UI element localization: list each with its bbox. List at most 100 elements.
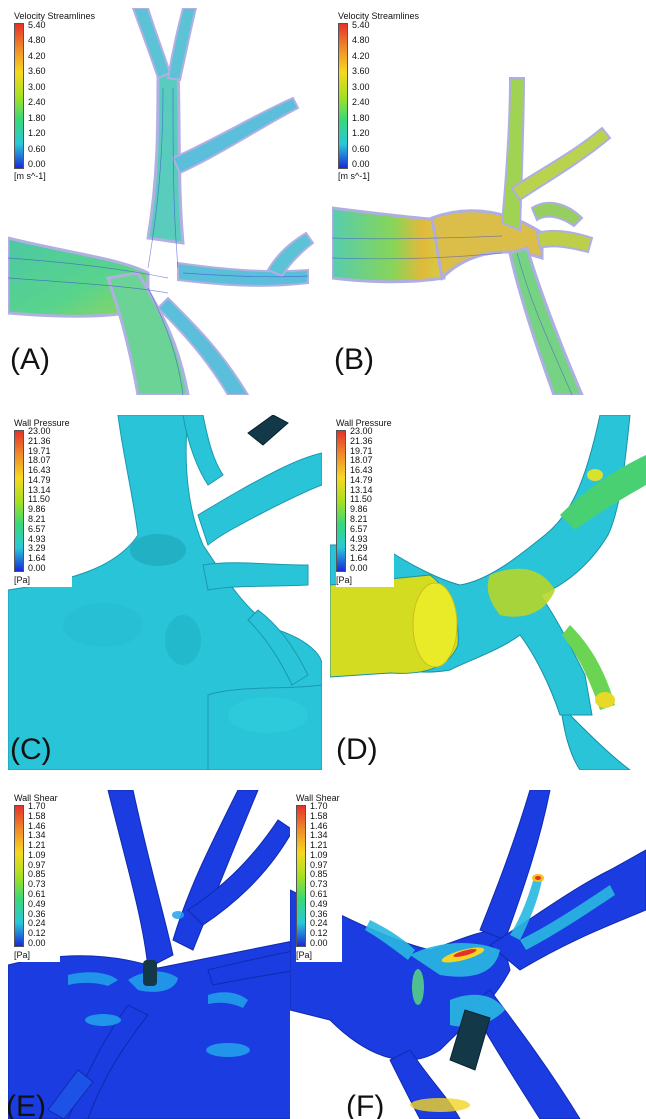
velocity-streamline-render-b [332,77,612,395]
legend-tick: 23.00 [28,426,51,436]
legend-tick: 0.60 [352,143,370,154]
legend-tick: 0.12 [310,928,328,939]
legend-tick: 1.64 [28,553,46,564]
legend-tick: 0.00 [28,158,46,169]
legend-tick: 14.79 [350,474,373,485]
legend-tick: 13.14 [350,484,373,495]
legend-tick: 9.86 [350,504,368,515]
wall-pressure-render-c [8,415,322,770]
legend-tick: 1.09 [28,849,46,860]
legend-tick: 8.21 [28,514,46,525]
colorbar [14,805,24,947]
legend-tick: 4.93 [28,533,46,544]
legend-tick: 9.86 [28,504,46,515]
colorbar [14,430,24,572]
panel-label: (E) [8,1090,46,1119]
vessel-outlet-cap [449,1009,491,1071]
vessel-outlet-cap [143,960,157,986]
legend-tick: 1.20 [352,128,370,139]
legend-tick: 5.40 [352,20,370,30]
panel-label: (C) [10,733,52,766]
legend-tick: 0.00 [310,937,328,948]
legend-tick: 18.07 [28,455,51,466]
velocity-streamline-render-a [8,8,315,395]
legend-title: Velocity Streamlines [338,11,420,21]
legend-tick: 19.71 [350,445,373,456]
color-legend-b: Velocity Streamlines 5.40 4.80 4.20 3.60… [338,12,419,181]
legend-tick: 3.00 [28,81,46,92]
legend-tick: 1.80 [28,112,46,123]
colorbar [14,23,24,169]
legend-ticks: 5.40 4.80 4.20 3.60 3.00 2.40 1.80 1.20 … [352,21,370,169]
legend-tick: 0.12 [28,928,46,939]
legend-title: Wall Shear [296,793,340,803]
legend-tick: 16.43 [350,465,373,476]
legend-unit: [Pa] [14,575,31,585]
legend-tick: 0.61 [28,889,46,900]
legend-title: Wall Pressure [14,418,70,428]
legend-ticks: 5.40 4.80 4.20 3.60 3.00 2.40 1.80 1.20 … [28,21,46,169]
legend-tick: 4.20 [352,50,370,61]
legend-tick: 11.50 [28,494,50,505]
panel-label: (D) [336,733,378,766]
wall-shear-render-f [290,790,646,1119]
legend-tick: 3.60 [28,66,46,77]
legend-tick: 4.80 [28,35,46,46]
legend-tick: 1.64 [350,553,368,564]
legend-tick: 1.21 [28,840,46,851]
legend-tick: 0.00 [352,158,370,169]
color-legend-e: Wall Shear 1.70 1.58 1.46 1.34 1.21 1.09… [14,794,60,962]
legend-tick: 0.49 [310,898,328,909]
legend-tick: 1.20 [28,128,46,139]
legend-title: Wall Pressure [336,418,392,428]
legend-tick: 3.00 [352,81,370,92]
legend-tick: 0.24 [28,918,46,929]
legend-tick: 4.93 [350,533,368,544]
legend-tick: 1.46 [310,820,328,831]
legend-tick: 1.80 [352,112,370,123]
legend-tick: 1.09 [310,849,328,860]
legend-ticks: 23.00 21.36 19.71 18.07 16.43 14.79 13.1… [350,427,373,573]
legend-tick: 0.97 [310,859,328,870]
legend-tick: 0.36 [28,908,46,919]
colorbar [296,805,306,947]
legend-tick: 2.40 [352,97,370,108]
panel-b: Velocity Streamlines 5.40 4.80 4.20 3.60… [332,8,646,395]
panel-e: Wall Shear 1.70 1.58 1.46 1.34 1.21 1.09… [8,790,298,1119]
legend-tick: 1.34 [310,830,328,841]
legend-tick: 0.49 [28,898,46,909]
panel-label: (A) [10,343,50,376]
legend-tick: 0.00 [28,937,46,948]
legend-tick: 21.36 [28,435,51,446]
legend-title: Wall Shear [14,793,58,803]
legend-unit: [Pa] [296,950,313,960]
legend-tick: 4.80 [352,35,370,46]
legend-tick: 6.57 [350,523,368,534]
legend-tick: 1.58 [310,810,328,821]
color-legend-c: Wall Pressure 23.00 21.36 19.71 18.07 16… [14,419,72,587]
panel-f: Wall Shear 1.70 1.58 1.46 1.34 1.21 1.09… [290,790,646,1119]
legend-tick: 1.70 [310,801,328,811]
legend-tick: 5.40 [28,20,46,30]
panel-label: (F) [346,1090,385,1119]
wall-pressure-render-d [330,415,646,770]
legend-tick: 1.46 [28,820,46,831]
legend-tick: 4.20 [28,50,46,61]
panel-a: Velocity Streamlines 5.40 4.80 4.20 3.60… [8,8,322,395]
legend-tick: 2.40 [28,97,46,108]
legend-tick: 11.50 [350,494,372,505]
legend-ticks: 1.70 1.58 1.46 1.34 1.21 1.09 0.97 0.85 … [310,802,328,948]
legend-tick: 1.70 [28,801,46,811]
legend-title: Velocity Streamlines [14,11,96,21]
legend-tick: 0.97 [28,859,46,870]
legend-tick: 3.29 [28,543,46,554]
legend-unit: [m s^-1] [338,171,370,181]
legend-ticks: 1.70 1.58 1.46 1.34 1.21 1.09 0.97 0.85 … [28,802,46,948]
legend-tick: 0.24 [310,918,328,929]
legend-tick: 0.61 [310,889,328,900]
legend-tick: 0.73 [28,879,46,890]
legend-tick: 6.57 [28,523,46,534]
legend-tick: 1.21 [310,840,328,851]
color-legend-f: Wall Shear 1.70 1.58 1.46 1.34 1.21 1.09… [296,794,342,962]
legend-tick: 0.60 [28,143,46,154]
